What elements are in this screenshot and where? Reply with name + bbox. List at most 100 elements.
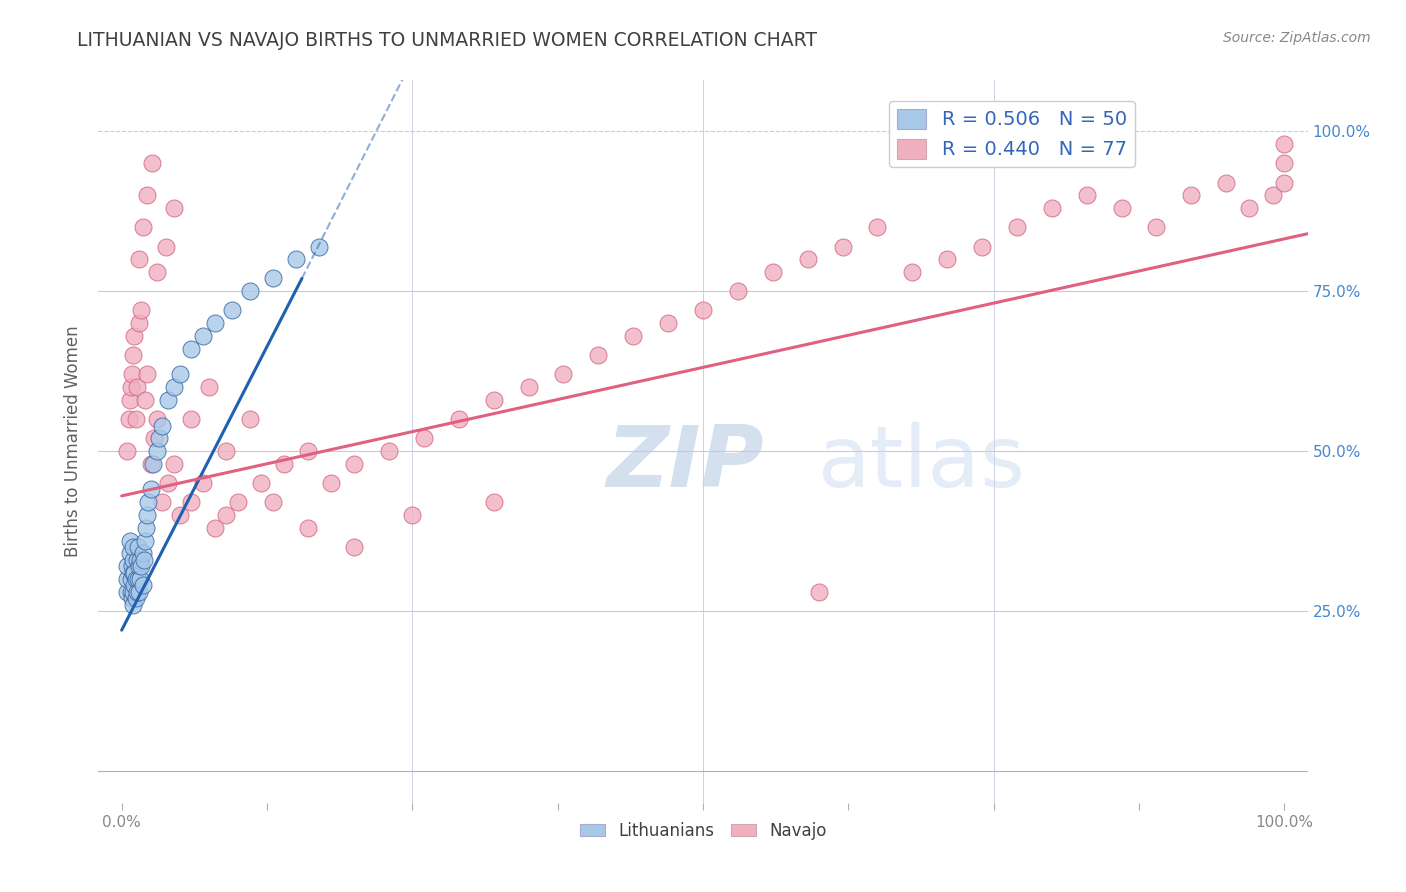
Point: [1261, 188, 1284, 202]
Point: [117, 444, 139, 458]
Point: [215, 508, 238, 522]
Point: [1180, 188, 1202, 202]
Point: [447, 412, 470, 426]
Point: [308, 239, 330, 253]
Point: [215, 444, 238, 458]
Point: [150, 418, 173, 433]
Point: [191, 329, 214, 343]
Point: [239, 285, 262, 299]
Point: [117, 559, 139, 574]
Point: [125, 584, 148, 599]
Point: [157, 476, 180, 491]
Point: [762, 265, 785, 279]
Point: [588, 348, 610, 362]
Point: [191, 476, 214, 491]
Point: [127, 572, 149, 586]
Point: [120, 380, 142, 394]
Point: [136, 508, 159, 522]
Point: [122, 566, 145, 580]
Point: [121, 559, 143, 574]
Point: [621, 329, 644, 343]
Point: [129, 553, 152, 567]
Point: [139, 457, 162, 471]
Point: [122, 540, 145, 554]
Point: [1005, 220, 1028, 235]
Point: [1272, 137, 1295, 152]
Point: [250, 476, 273, 491]
Point: [319, 476, 342, 491]
Point: [122, 598, 145, 612]
Point: [136, 368, 159, 382]
Point: [169, 368, 191, 382]
Point: [297, 444, 319, 458]
Point: [150, 495, 173, 509]
Point: [145, 412, 167, 426]
Point: [124, 566, 146, 580]
Point: [221, 303, 243, 318]
Point: [517, 380, 540, 394]
Point: [482, 392, 505, 407]
Point: [297, 521, 319, 535]
Point: [239, 412, 262, 426]
Text: ZIP: ZIP: [606, 422, 763, 505]
Point: [1239, 201, 1261, 215]
Point: [143, 431, 166, 445]
Point: [139, 483, 162, 497]
Point: [122, 348, 145, 362]
Point: [163, 457, 186, 471]
Point: [131, 578, 153, 592]
Point: [120, 584, 142, 599]
Point: [118, 392, 141, 407]
Point: [131, 303, 153, 318]
Point: [117, 584, 139, 599]
Point: [901, 265, 924, 279]
Point: [343, 540, 366, 554]
Point: [1272, 176, 1295, 190]
Point: [145, 265, 167, 279]
Legend: Lithuanians, Navajo: Lithuanians, Navajo: [574, 815, 832, 847]
Point: [866, 220, 889, 235]
Point: [120, 572, 142, 586]
Text: Source: ZipAtlas.com: Source: ZipAtlas.com: [1223, 31, 1371, 45]
Point: [136, 188, 159, 202]
Point: [128, 252, 150, 267]
Point: [204, 521, 226, 535]
Point: [413, 431, 436, 445]
Point: [262, 495, 284, 509]
Point: [970, 239, 993, 253]
Point: [124, 572, 146, 586]
Point: [155, 239, 177, 253]
Point: [180, 342, 202, 356]
Point: [118, 546, 141, 560]
Point: [1076, 188, 1098, 202]
Point: [163, 201, 186, 215]
Point: [124, 591, 146, 606]
Point: [727, 285, 749, 299]
Point: [148, 431, 170, 445]
Point: [122, 584, 145, 599]
Point: [343, 457, 366, 471]
Point: [657, 316, 679, 330]
Point: [692, 303, 714, 318]
Point: [129, 572, 152, 586]
Point: [134, 533, 156, 548]
Point: [131, 559, 153, 574]
Point: [198, 380, 221, 394]
Point: [1272, 156, 1295, 170]
Point: [831, 239, 853, 253]
Point: [125, 553, 148, 567]
Point: [401, 508, 423, 522]
Point: [121, 591, 143, 606]
Point: [180, 495, 202, 509]
Text: LITHUANIAN VS NAVAJO BIRTHS TO UNMARRIED WOMEN CORRELATION CHART: LITHUANIAN VS NAVAJO BIRTHS TO UNMARRIED…: [77, 31, 817, 50]
Point: [482, 495, 505, 509]
Point: [1215, 176, 1237, 190]
Point: [124, 329, 146, 343]
Point: [808, 584, 831, 599]
Point: [142, 457, 165, 471]
Point: [138, 495, 160, 509]
Point: [1144, 220, 1167, 235]
Point: [226, 495, 249, 509]
Point: [128, 584, 150, 599]
Point: [118, 412, 141, 426]
